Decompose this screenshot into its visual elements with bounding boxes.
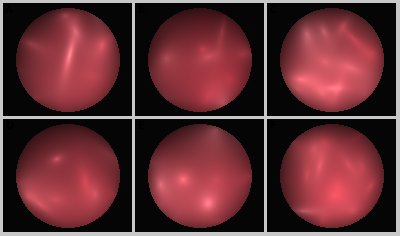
- Text: D: D: [5, 121, 13, 131]
- Text: F: F: [269, 121, 276, 131]
- Text: B: B: [137, 5, 144, 15]
- Text: C: C: [269, 5, 276, 15]
- Text: E: E: [137, 121, 144, 131]
- Text: A: A: [5, 5, 12, 15]
